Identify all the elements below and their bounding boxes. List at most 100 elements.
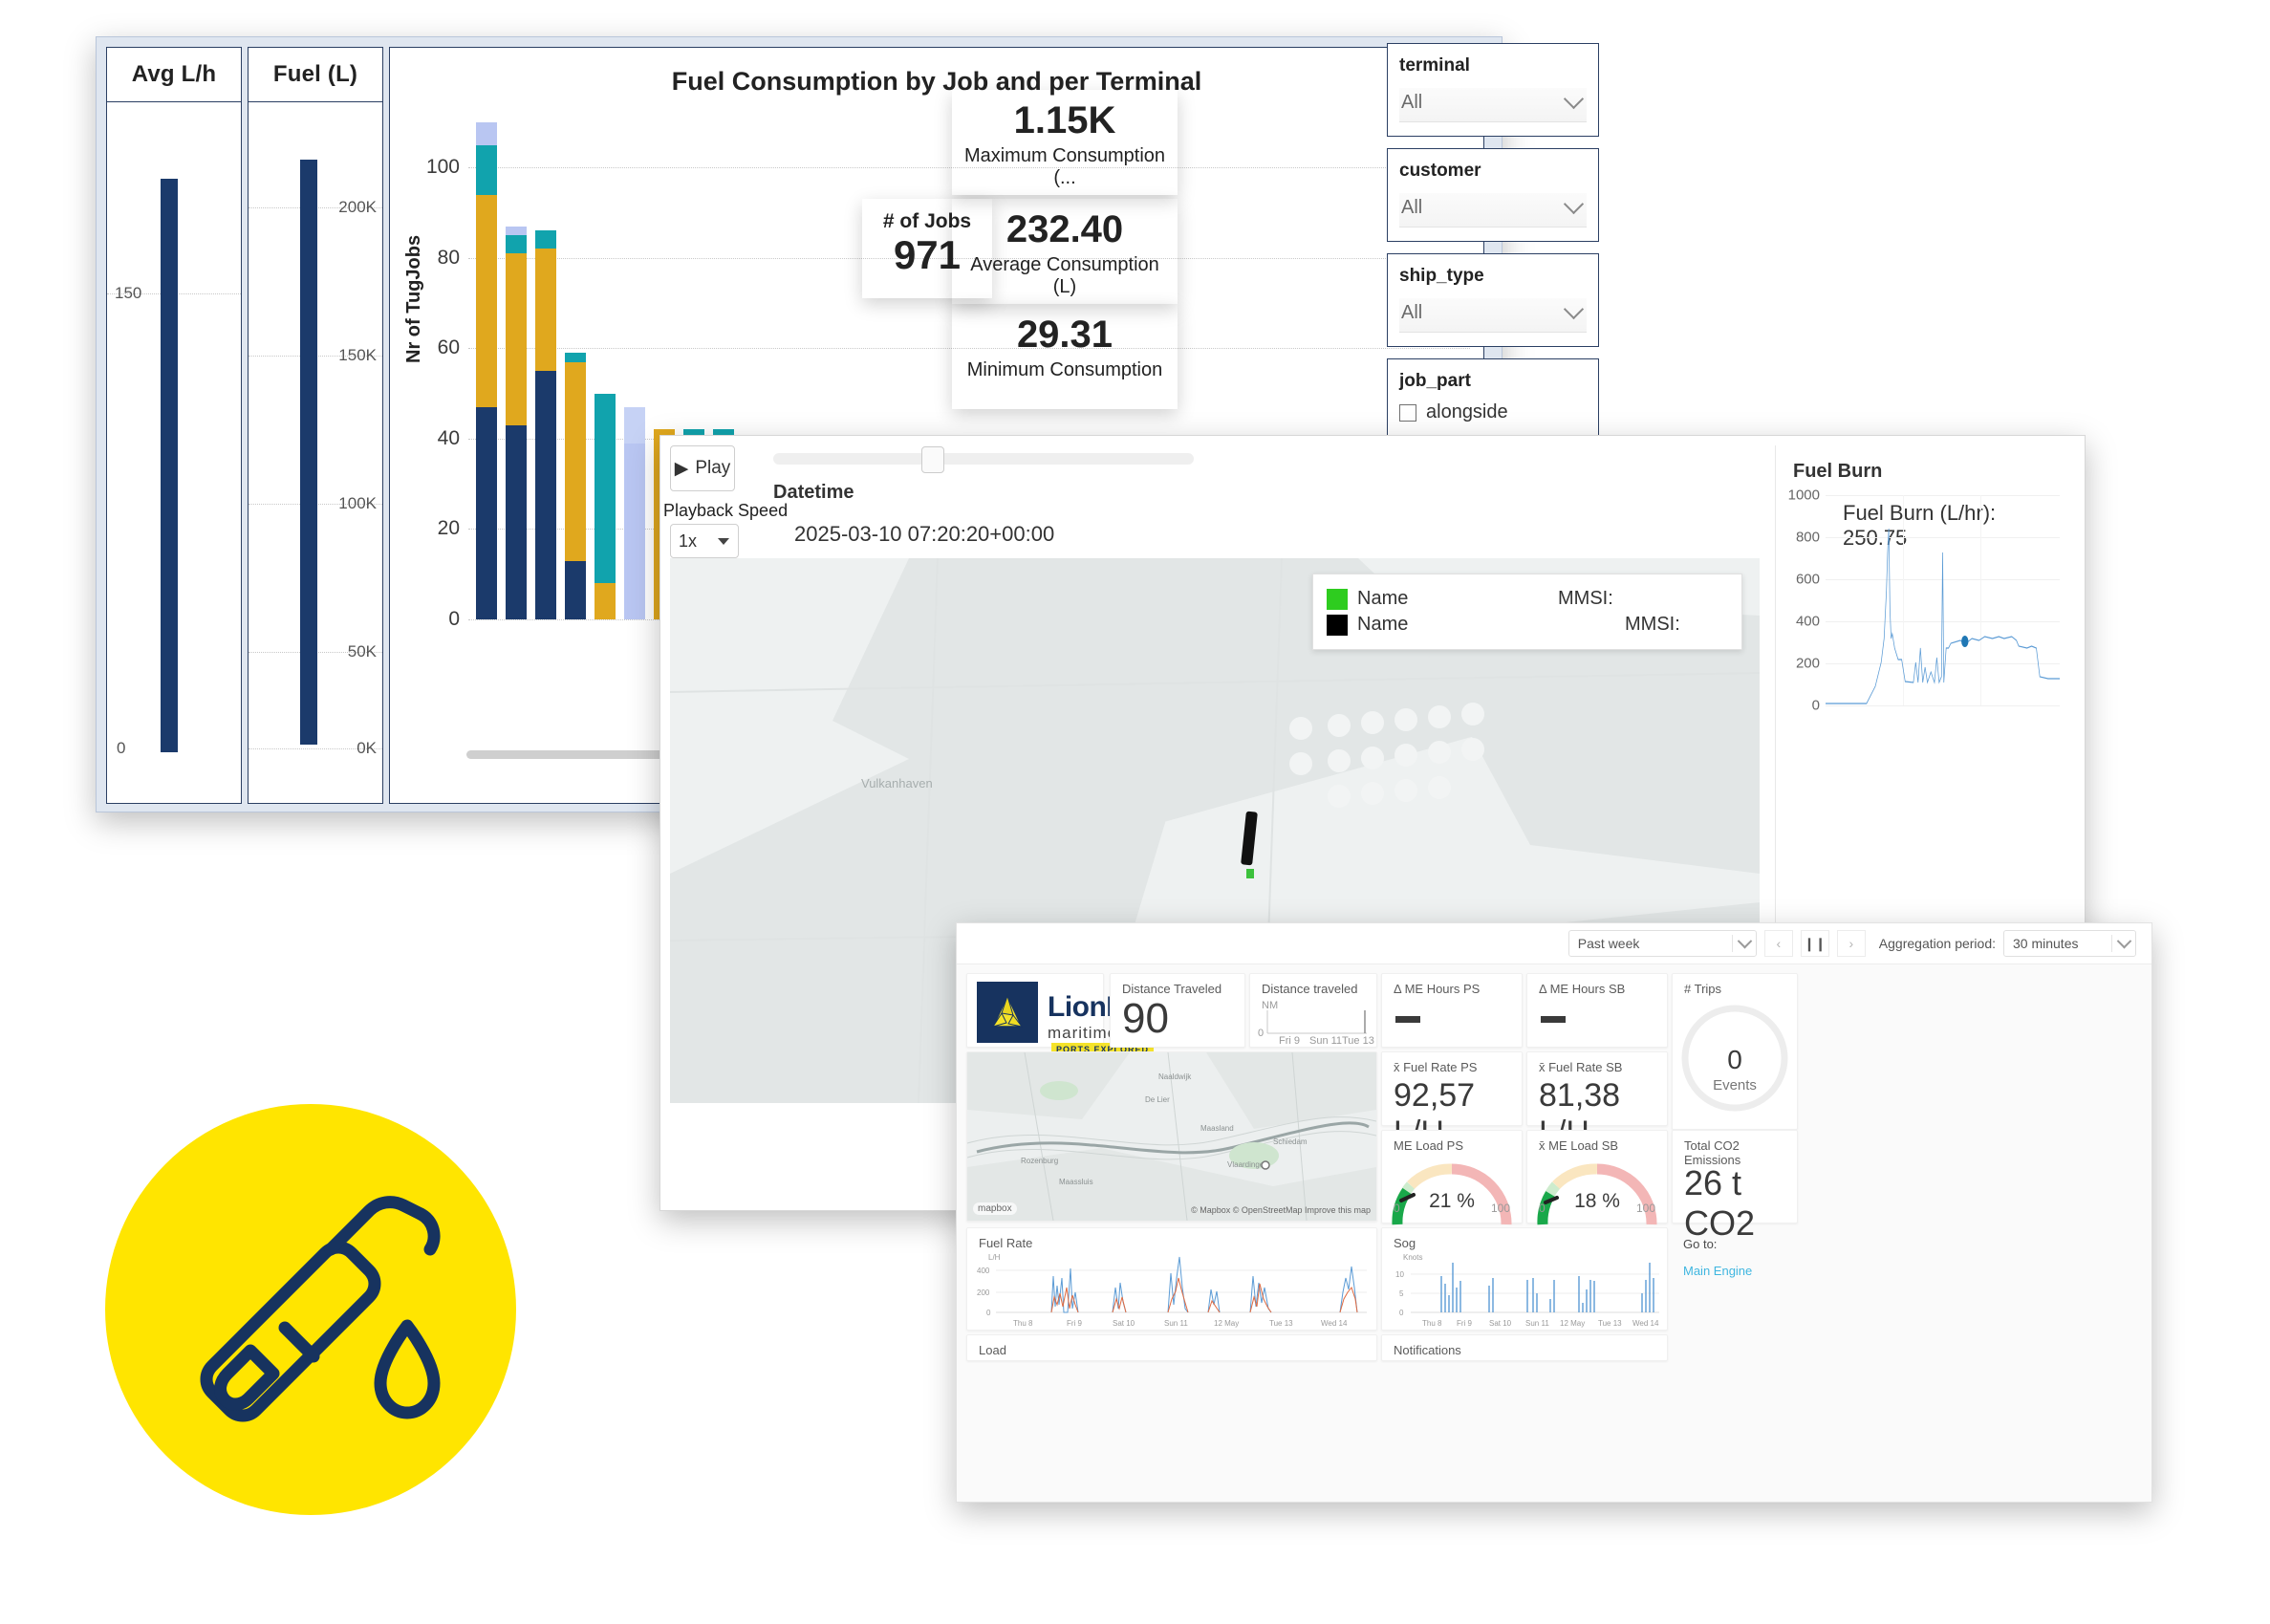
option-label: job_end bbox=[1426, 433, 1494, 436]
fr-xtick-4: 12 May bbox=[1214, 1319, 1239, 1328]
fr-xtick-2: Sat 10 bbox=[1113, 1319, 1135, 1328]
card-distance-traveled: Distance Traveled 90 NM bbox=[1110, 973, 1245, 1090]
card-goto: Go to: Main Engine bbox=[1672, 1227, 1796, 1329]
fr-xtick-6: Wed 14 bbox=[1321, 1319, 1348, 1328]
vessel-marker-green[interactable] bbox=[1246, 869, 1254, 878]
chevron-down-icon bbox=[1563, 88, 1585, 110]
chart-bar[interactable] bbox=[624, 406, 645, 619]
chevron-down-icon bbox=[2116, 933, 2132, 948]
route-map-graphics: Naaldwijk De Lier Maasland Schiedam Vlaa… bbox=[967, 1052, 1376, 1221]
chart-bar-segment bbox=[476, 122, 497, 145]
fr-xtick-5: Tue 13 bbox=[1269, 1319, 1293, 1328]
checkbox-icon[interactable] bbox=[1399, 403, 1416, 422]
replay-map[interactable]: Vulkanhaven Name MMSI: Name MMSI: bbox=[670, 558, 1760, 1103]
chevron-left-icon: ‹ bbox=[1776, 936, 1782, 951]
play-triangle-icon: ▶ bbox=[674, 458, 689, 479]
map-place-naaldwijk: Naaldwijk bbox=[1158, 1072, 1192, 1081]
chart-y-tick: 80 bbox=[437, 246, 460, 269]
distance-spark-chart: NM 0 Fri 9 Sun 11 Tue 13 bbox=[1258, 1000, 1374, 1047]
legend-swatch-green bbox=[1327, 588, 1348, 610]
divider bbox=[107, 101, 241, 102]
kpi-fuel-plot: 200K 150K 100K 50K 0K bbox=[249, 102, 382, 762]
fb-tick-5: 0 bbox=[1811, 697, 1820, 714]
chart-bar-segment bbox=[476, 194, 497, 407]
map-place-vlaardingen: Vlaardingen bbox=[1227, 1160, 1268, 1169]
me-load-ps-min: 0 bbox=[1394, 1202, 1400, 1215]
fuel-nozzle-icon bbox=[200, 1196, 441, 1422]
filter-customer-label: customer bbox=[1399, 161, 1481, 181]
chart-bar-segment bbox=[506, 235, 527, 254]
fuel-burn-panel: Fuel Burn Fuel Burn (L/hr): 250.75 1000 … bbox=[1775, 445, 2075, 1201]
time-range-value: Past week bbox=[1577, 936, 1640, 951]
kpi-fuel-tick-4: 0K bbox=[357, 739, 377, 757]
fuel-rate-sb-caption: x̄ Fuel Rate SB bbox=[1539, 1060, 1623, 1074]
me-load-ps-max: 100 bbox=[1490, 1202, 1510, 1215]
co2-value: 26 t CO2 bbox=[1684, 1163, 1756, 1243]
tile-average-consumption: 232.40 Average Consumption (L) bbox=[952, 199, 1178, 304]
chart-y-tick: 0 bbox=[448, 608, 460, 630]
prev-period-button[interactable]: ‹ bbox=[1763, 930, 1793, 957]
load-chart-caption: Load bbox=[979, 1343, 1006, 1357]
sog-xtick-0: Thu 8 bbox=[1422, 1319, 1442, 1328]
time-range-select[interactable]: Past week bbox=[1567, 930, 1757, 957]
goto-main-engine-link[interactable]: Main Engine bbox=[1683, 1264, 1753, 1278]
play-button[interactable]: ▶ Play bbox=[670, 445, 735, 491]
brand-card: LionRock maritimePORTS EXPLORED bbox=[966, 973, 1175, 1056]
map-place-schiedam: Schiedam bbox=[1273, 1137, 1308, 1146]
trips-ring-chart bbox=[1681, 1005, 1788, 1112]
divider bbox=[1731, 935, 1733, 952]
option-label: alongside bbox=[1426, 401, 1508, 422]
chevron-down-icon bbox=[1737, 933, 1753, 948]
fuel-nozzle-badge bbox=[105, 1104, 516, 1515]
chart-bar[interactable] bbox=[565, 353, 586, 619]
kpi-fuel-title: Fuel (L) bbox=[272, 61, 358, 87]
pause-button[interactable]: ❙❙ bbox=[1800, 930, 1829, 957]
kpi-avg-tick: 150 bbox=[115, 284, 142, 302]
filter-terminal-select[interactable]: All bbox=[1399, 88, 1587, 122]
tile-avg-value: 232.40 bbox=[1005, 208, 1124, 250]
trips-value: 0 bbox=[1727, 1045, 1742, 1074]
filter-ship-type-label: ship_type bbox=[1399, 266, 1484, 286]
card-sog-chart: Sog Knots 10 5 0 bbox=[1381, 1227, 1668, 1331]
notifications-caption: Notifications bbox=[1394, 1343, 1461, 1357]
map-place-delier: De Lier bbox=[1145, 1095, 1170, 1104]
filter-panel: terminal All customer All ship_type All … bbox=[1387, 43, 1599, 806]
fb-tick-2: 600 bbox=[1795, 571, 1820, 588]
me-load-ps-caption: ME Load PS bbox=[1394, 1138, 1463, 1153]
chevron-down-icon bbox=[1563, 298, 1585, 320]
sog-chart-caption: Sog bbox=[1394, 1236, 1416, 1250]
chart-bar[interactable] bbox=[595, 393, 616, 619]
chart-bar[interactable] bbox=[506, 226, 527, 619]
chart-bar-segment bbox=[535, 230, 556, 249]
fuel-rate-chart-caption: Fuel Rate bbox=[979, 1236, 1033, 1250]
distance-traveled-caption: Distance Traveled bbox=[1122, 982, 1222, 996]
co2-caption: Total CO2 Emissions bbox=[1684, 1138, 1741, 1167]
datetime-slider[interactable] bbox=[773, 446, 1194, 473]
fuel-burn-plot: Fuel Burn (L/hr): 250.75 1000 800 600 40… bbox=[1788, 487, 2060, 714]
gridline bbox=[468, 257, 1470, 259]
filter-customer-select[interactable]: All bbox=[1399, 193, 1587, 227]
chart-y-tick: 40 bbox=[437, 426, 460, 449]
next-period-button[interactable]: › bbox=[1836, 930, 1866, 957]
filter-terminal-value: All bbox=[1401, 92, 1423, 113]
card-route-map[interactable]: Naaldwijk De Lier Maasland Schiedam Vlaa… bbox=[966, 1051, 1377, 1222]
spark-xtick-2: Tue 13 bbox=[1342, 1035, 1374, 1047]
map-place-rozenburg: Rozenburg bbox=[1021, 1157, 1058, 1165]
chart-bar[interactable] bbox=[535, 230, 556, 619]
aggregation-period-select[interactable]: 30 minutes bbox=[2003, 930, 2136, 957]
playback-speed-select[interactable]: 1x bbox=[670, 524, 739, 558]
lionrock-logo-icon bbox=[977, 982, 1038, 1043]
chart-bar-segment bbox=[506, 424, 527, 619]
chart-y-axis-label: Nr of TugJobs bbox=[403, 234, 424, 363]
mapbox-badge[interactable]: mapbox bbox=[973, 1202, 1017, 1215]
fr-xtick-0: Thu 8 bbox=[1013, 1319, 1033, 1328]
slider-handle[interactable] bbox=[921, 446, 944, 473]
filter-customer-value: All bbox=[1401, 197, 1423, 218]
chart-bar[interactable] bbox=[476, 122, 497, 619]
kpi-fuel-bar bbox=[300, 160, 317, 745]
chart-bar-segment bbox=[476, 144, 497, 195]
filter-job-part-option-alongside[interactable]: alongside bbox=[1399, 401, 1587, 423]
me-hours-sb-value bbox=[1541, 1016, 1566, 1023]
me-load-sb-min: 0 bbox=[1539, 1202, 1546, 1215]
filter-ship-type-select[interactable]: All bbox=[1399, 298, 1587, 333]
